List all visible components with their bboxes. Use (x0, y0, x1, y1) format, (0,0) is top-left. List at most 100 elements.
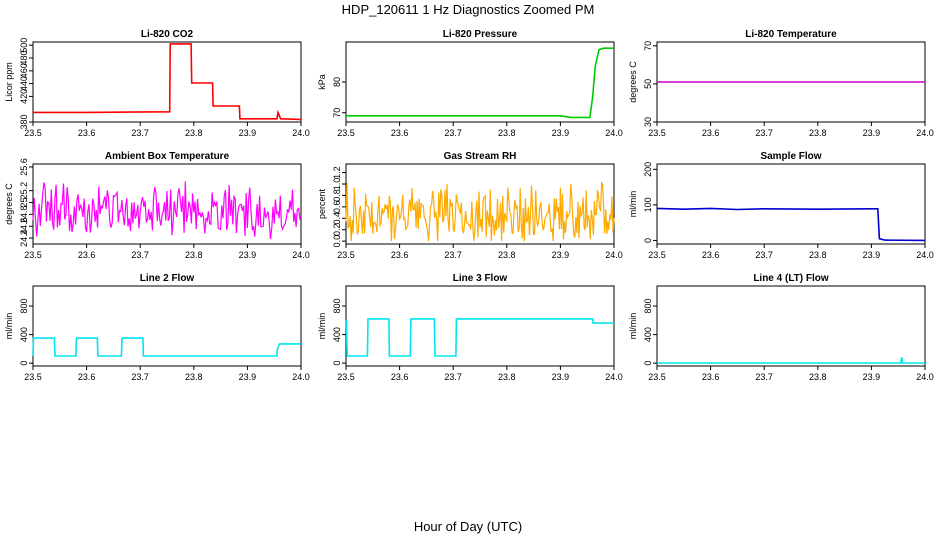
x-tick-label: 23.8 (809, 372, 827, 382)
y-tick-label: 0 (19, 361, 29, 366)
x-tick-label: 24.0 (292, 128, 310, 138)
y-tick-label: 25.2 (19, 182, 29, 200)
x-tick-label: 23.8 (185, 372, 203, 382)
y-axis-label: kPa (317, 74, 327, 90)
y-axis-label: ml/min (628, 313, 638, 340)
y-tick-label: 24.8 (19, 206, 29, 224)
y-tick-label: 70 (643, 41, 653, 51)
x-tick-label: 23.8 (185, 128, 203, 138)
x-tick-label: 23.5 (648, 372, 666, 382)
plot-frame (656, 285, 926, 367)
y-tick-label: 400 (643, 327, 653, 342)
panel-title: Line 2 Flow (140, 273, 195, 284)
y-tick-label: 1.0 (332, 178, 342, 191)
x-tick-label: 23.6 (391, 128, 409, 138)
y-tick-label: 500 (19, 38, 29, 53)
y-axis-label: ml/min (4, 313, 14, 340)
panel-1: Li-820 CO2 23.5 23.6 23.7 23.8 23.9 24.0 380 420… (4, 29, 310, 138)
panel-title: Sample Flow (760, 151, 821, 162)
x-tick-label: 24.0 (605, 250, 623, 260)
panel-3: Li-820 Temperature 23.5 23.6 23.7 23.8 23.9 24… (628, 29, 934, 138)
y-tick-label: 0 (332, 361, 342, 366)
plot-frame (32, 163, 302, 245)
series-line (656, 207, 926, 242)
y-tick-label: 380 (19, 114, 29, 129)
y-tick-label: 480 (19, 50, 29, 65)
x-tick-label: 24.0 (916, 128, 934, 138)
x-tick-label: 23.6 (78, 250, 96, 260)
y-axis-label: ml/min (628, 191, 638, 218)
plot-frame (32, 285, 302, 367)
plot-frame (345, 41, 615, 123)
x-tick-label: 24.0 (916, 250, 934, 260)
x-tick-label: 23.9 (863, 250, 881, 260)
panel-title: Li-820 Pressure (443, 29, 518, 40)
x-tick-label: 24.0 (916, 372, 934, 382)
panel-5: Gas Stream RH 23.5 23.6 23.7 23.8 23.9 24.0 0.0… (317, 151, 623, 260)
x-tick-label: 23.8 (498, 372, 516, 382)
y-tick-label: 0.2 (332, 223, 342, 236)
x-tick-label: 23.5 (648, 250, 666, 260)
y-axis-label: degrees C (628, 61, 638, 103)
y-tick-label: 24.4 (19, 229, 29, 247)
y-tick-label: 1.2 (332, 166, 342, 179)
panel-7: Line 2 Flow 23.5 23.6 23.7 23.8 23.9 24.0 0 400 8… (4, 273, 310, 382)
panel-title: Line 4 (LT) Flow (753, 273, 829, 284)
x-tick-label: 23.7 (444, 250, 462, 260)
x-tick-label: 24.0 (292, 372, 310, 382)
y-tick-label: 0.0 (332, 235, 342, 248)
x-tick-label: 23.8 (185, 250, 203, 260)
x-tick-label: 23.5 (337, 372, 355, 382)
plot-frame (656, 163, 926, 245)
y-tick-label: 800 (332, 298, 342, 313)
y-tick-label: 440 (19, 76, 29, 91)
figure-xlabel: Hour of Day (UTC) (414, 519, 522, 534)
y-tick-label: 50 (643, 79, 653, 89)
y-tick-label: 0.4 (332, 212, 342, 225)
panel-title: Ambient Box Temperature (105, 151, 230, 162)
panel-grid: Li-820 CO2 23.5 23.6 23.7 23.8 23.9 24.0 380 420… (4, 29, 934, 382)
series-line (32, 181, 302, 240)
x-tick-label: 23.7 (444, 128, 462, 138)
panel-6: Sample Flow 23.5 23.6 23.7 23.8 23.9 24.0 0 100 2… (628, 151, 934, 260)
panel-title: Li-820 CO2 (141, 29, 194, 40)
x-tick-label: 23.5 (24, 250, 42, 260)
x-tick-label: 23.7 (755, 372, 773, 382)
y-tick-label: 200 (643, 162, 653, 177)
y-tick-label: 400 (332, 327, 342, 342)
y-tick-label: 30 (643, 117, 653, 127)
x-tick-label: 23.6 (702, 128, 720, 138)
y-tick-label: 0.6 (332, 201, 342, 214)
y-tick-label: 460 (19, 63, 29, 78)
y-axis-label: ml/min (317, 313, 327, 340)
panel-title: Gas Stream RH (444, 151, 517, 162)
x-tick-label: 23.8 (809, 250, 827, 260)
x-tick-label: 23.5 (337, 128, 355, 138)
x-tick-label: 23.5 (24, 372, 42, 382)
panel-2: Li-820 Pressure 23.5 23.6 23.7 23.8 23.9 24.0 7… (317, 29, 623, 138)
x-tick-label: 23.8 (809, 128, 827, 138)
panel-4: Ambient Box Temperature 23.5 23.6 23.7 23.8 2… (4, 151, 310, 260)
x-tick-label: 23.9 (863, 372, 881, 382)
x-tick-label: 24.0 (292, 250, 310, 260)
series-line (32, 337, 301, 357)
y-axis-label: degrees C (4, 183, 14, 225)
plot-frame (32, 41, 302, 123)
x-tick-label: 23.6 (702, 372, 720, 382)
x-tick-label: 23.8 (498, 128, 516, 138)
x-tick-label: 24.0 (605, 372, 623, 382)
y-tick-label: 0.8 (332, 189, 342, 202)
y-axis-label: percent (317, 188, 327, 219)
x-tick-label: 23.6 (78, 372, 96, 382)
y-tick-label: 800 (19, 298, 29, 313)
y-tick-label: 0 (643, 361, 653, 366)
x-tick-label: 23.9 (239, 250, 257, 260)
x-tick-label: 23.6 (702, 250, 720, 260)
x-tick-label: 23.5 (337, 250, 355, 260)
x-tick-label: 23.8 (498, 250, 516, 260)
x-tick-label: 23.6 (391, 250, 409, 260)
x-tick-label: 23.7 (755, 128, 773, 138)
x-tick-label: 23.9 (239, 372, 257, 382)
x-tick-label: 23.6 (391, 372, 409, 382)
